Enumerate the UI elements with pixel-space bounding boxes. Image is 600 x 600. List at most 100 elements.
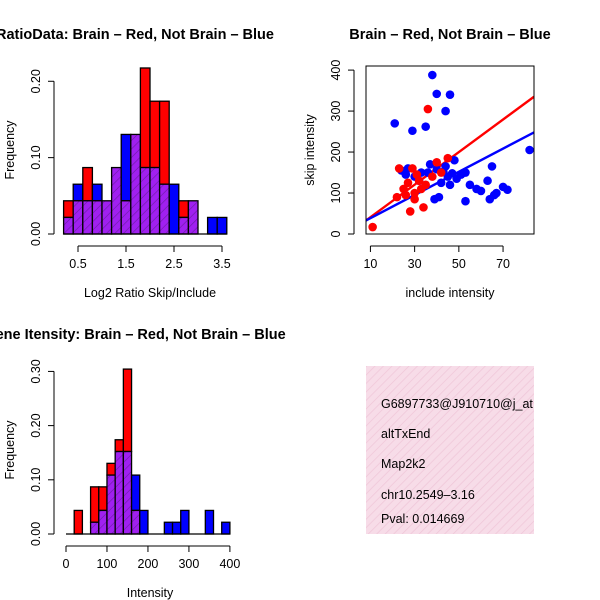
histogram-bar-not-brain: [171, 521, 182, 535]
scatter-point-brain: [368, 222, 377, 232]
ratio-histogram-y-axis: 0.00 0.10 0.20: [29, 69, 55, 246]
scatter-point-not-brain: [465, 180, 475, 190]
histogram-bar-overlap: [130, 133, 142, 235]
ratio-histogram-xlabel: Log2 Ratio Skip/Include: [84, 286, 216, 300]
histogram-bar-overlap: [139, 166, 151, 235]
scatter-point-brain: [419, 203, 428, 212]
y-tick-label: 400: [329, 60, 343, 81]
scatter-point-not-brain: [445, 180, 455, 190]
scatter-point-not-brain: [432, 89, 442, 99]
histogram-bar-overlap: [110, 166, 122, 235]
histogram-bar-brain: [139, 67, 151, 169]
scatter-point-not-brain: [430, 194, 439, 204]
x-tick-label: 100: [97, 557, 118, 571]
scatter-point-brain: [405, 207, 415, 216]
histogram-bar-overlap: [187, 200, 199, 235]
ratio-histogram-panel: RatioData: Brain – Red, Not Brain – Blue…: [0, 27, 274, 300]
x-tick-label: 30: [408, 257, 422, 271]
ratio-histogram-x-axis: 0.5 1.5 2.5 3.5: [69, 245, 231, 271]
scatter-point-not-brain: [503, 185, 512, 195]
histogram-bar-not-brain: [163, 521, 174, 535]
scatter-point-not-brain: [441, 162, 450, 171]
scatter-point-not-brain: [461, 168, 470, 177]
info-gene: Map2k2: [381, 457, 426, 471]
y-tick-label: 100: [329, 183, 343, 204]
histogram-bar-brain: [122, 368, 133, 453]
scatter-point-not-brain: [461, 196, 470, 206]
histogram-bar-not-brain: [120, 133, 132, 202]
histogram-bar-overlap: [62, 216, 74, 235]
scatter-point-not-brain: [492, 188, 501, 198]
scatter-panel: Brain – Red, Not Brain – Blue include in…: [303, 27, 551, 300]
scatter-x-axis: 10 30 50 70: [363, 245, 510, 271]
histogram-bar-not-brain: [216, 216, 228, 235]
scatter-point-not-brain: [425, 160, 435, 169]
histogram-bar-not-brain: [180, 509, 190, 535]
histogram-bar-overlap: [89, 521, 100, 535]
scatter-point-brain: [423, 104, 433, 114]
histogram-bar-overlap: [98, 509, 108, 535]
x-tick-label: 2.5: [165, 257, 182, 271]
x-tick-label: 0: [63, 557, 70, 571]
histogram-bar-brain: [106, 462, 116, 476]
histogram-bar-overlap: [130, 509, 141, 535]
x-tick-label: 1.5: [117, 257, 134, 271]
intensity-histogram-x-axis: 0 100 200 300 400: [63, 545, 240, 571]
info-event: altTxEnd: [381, 427, 430, 441]
histogram-bar-not-brain: [130, 474, 141, 512]
info-panel: G6897733@J910710@j_at altTxEnd Map2k2 ch…: [366, 366, 534, 534]
scatter-point-not-brain: [483, 176, 492, 186]
x-tick-label: 3.5: [213, 257, 230, 271]
x-tick-label: 300: [178, 557, 199, 571]
scatter-point-not-brain: [445, 90, 455, 99]
y-tick-label: 0.10: [29, 145, 43, 169]
scatter-point-not-brain: [450, 155, 459, 165]
histogram-bar-overlap: [91, 200, 103, 235]
intensity-histogram-y-axis: 0.00 0.10 0.20 0.30: [29, 359, 55, 546]
scatter-point-brain: [443, 153, 453, 163]
y-tick-label: 200: [329, 142, 343, 163]
info-box: G6897733@J910710@j_at altTxEnd Map2k2 ch…: [366, 366, 534, 534]
scatter-point-brain: [436, 168, 446, 177]
ratio-histogram-bars: [62, 67, 228, 235]
scatter-point-brain: [410, 194, 419, 204]
histogram-bar-not-brain: [221, 521, 231, 535]
scatter-point-brain: [432, 157, 442, 167]
x-tick-label: 0.5: [69, 257, 86, 271]
scatter-point-not-brain: [487, 162, 497, 171]
histogram-bar-brain: [178, 200, 190, 219]
info-box-background: [366, 366, 534, 534]
scatter-frame: [365, 65, 535, 235]
intensity-histogram-xlabel: Intensity: [127, 586, 174, 600]
info-location: chr10.2549–3.16: [381, 488, 475, 502]
y-tick-label: 0.00: [29, 522, 43, 546]
scatter-xlabel: include intensity: [406, 286, 496, 300]
scatter-point-not-brain: [401, 170, 411, 179]
histogram-bar-overlap: [178, 216, 190, 235]
scatter-point-brain: [412, 170, 422, 179]
scatter-point-brain: [392, 192, 402, 202]
histogram-bar-brain: [158, 100, 170, 185]
histogram-bar-brain: [82, 166, 94, 202]
histogram-bar-overlap: [120, 200, 132, 235]
scatter-point-brain: [428, 172, 437, 181]
scatter-point-not-brain: [485, 194, 495, 204]
scatter-y-axis: 0 100 200 300 400: [329, 60, 355, 237]
histogram-bar-not-brain: [206, 216, 218, 235]
histogram-bar-not-brain: [168, 183, 180, 235]
x-tick-label: 400: [219, 557, 240, 571]
x-tick-label: 10: [363, 257, 377, 271]
scatter-point-not-brain: [428, 70, 437, 80]
histogram-bar-not-brain: [139, 509, 149, 535]
x-tick-label: 200: [138, 557, 159, 571]
histogram-bar-not-brain: [91, 183, 103, 202]
y-tick-label: 0.00: [29, 222, 43, 246]
histogram-bar-overlap: [82, 200, 94, 235]
intensity-histogram-title: Gene Itensity: Brain – Red, Not Brain – …: [0, 327, 286, 343]
histogram-bar-brain: [62, 200, 74, 219]
scatter-point-brain: [408, 164, 417, 173]
scatter-point-not-brain: [390, 119, 400, 128]
histogram-bar-not-brain: [204, 509, 215, 535]
histogram-bar-brain: [73, 509, 84, 535]
